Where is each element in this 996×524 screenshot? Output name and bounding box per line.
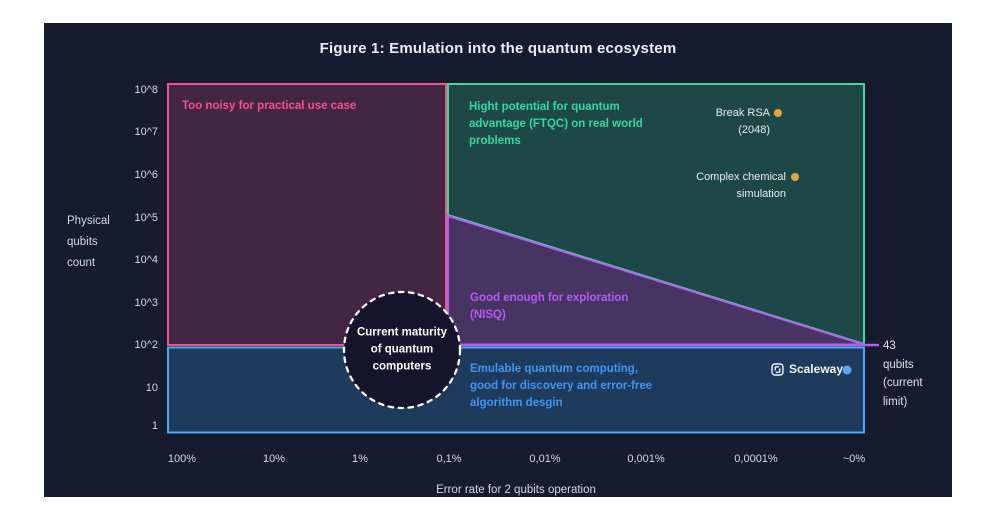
y-axis-title-line: Physical xyxy=(67,215,110,227)
x-tick-label: 10% xyxy=(262,453,286,465)
y-axis-title-line: count xyxy=(67,257,96,269)
marker-label-line: Complex chemical xyxy=(696,171,786,183)
y-tick-label: 10^3 xyxy=(134,297,158,309)
x-tick-label: 100% xyxy=(167,453,197,465)
region-label-ftqc: Hight potential for quantum advantage (F… xyxy=(469,99,643,150)
break-rsa-dot xyxy=(774,109,782,117)
figure-card: Figure 1: Emulation into the quantum eco… xyxy=(44,23,952,497)
region-label-too-noisy: Too noisy for practical use case xyxy=(182,100,357,112)
limit-line: qubits xyxy=(883,358,914,371)
x-axis-title: Error rate for 2 qubits operation xyxy=(436,484,596,496)
region-label-line: Hight potential for quantum xyxy=(469,101,620,113)
limit-line: (current xyxy=(883,377,923,389)
figure-title: Figure 1: Emulation into the quantum eco… xyxy=(319,40,677,57)
region-label-emulable: Emulable quantum computing, good for dis… xyxy=(470,361,652,412)
break-rsa-label: Break RSA (2048) xyxy=(716,105,770,139)
y-tick-label: 10^2 xyxy=(134,339,158,351)
scaleway-logo-icon xyxy=(771,362,784,376)
marker-label-line: Break RSA xyxy=(715,107,770,119)
region-label-nisq: Good enough for exploration (NISQ) xyxy=(470,290,628,324)
x-tick-label: 0,001% xyxy=(627,453,665,465)
region-label-line: good for discovery and error-free xyxy=(470,380,653,392)
y-tick-label: 10^5 xyxy=(134,212,158,224)
complex-chemical-label: Complex chemical simulation xyxy=(696,169,786,203)
region-label-line: advantage (FTQC) on real world xyxy=(469,118,643,130)
scaleway-dot xyxy=(842,365,852,375)
region-label-line: Good enough for exploration xyxy=(470,292,629,304)
x-tick-label: ~0% xyxy=(842,453,866,465)
y-tick-label: 10^4 xyxy=(134,254,158,266)
region-label-line: Emulable quantum computing, xyxy=(470,363,639,375)
limit-line: limit) xyxy=(883,395,908,408)
current-limit-callout: 43 qubits (current limit) xyxy=(883,337,923,411)
region-label-line: problems xyxy=(469,135,521,147)
y-axis-title: Physical qubits count xyxy=(67,211,110,274)
scaleway-label-text: Scaleway xyxy=(788,362,843,376)
y-tick-label: 10^6 xyxy=(134,169,158,181)
maturity-line: Current maturity xyxy=(356,326,448,339)
y-tick-label: 1 xyxy=(151,420,158,432)
x-tick-label: 0,01% xyxy=(529,453,561,465)
region-label-line: (NISQ) xyxy=(470,309,506,321)
x-tick-label: 0,1% xyxy=(436,453,462,465)
plot-area xyxy=(167,83,879,434)
maturity-annotation: Current maturity of quantum computers xyxy=(337,325,467,376)
scaleway-label: Scaleway xyxy=(771,362,843,376)
maturity-circle xyxy=(342,290,462,410)
region-label-line: algorithm desgin xyxy=(470,397,563,409)
region-emulable xyxy=(167,346,865,434)
complex-chemical-dot xyxy=(791,173,799,181)
y-tick-label: 10^7 xyxy=(134,126,158,138)
marker-label-line: simulation xyxy=(736,188,786,200)
y-tick-label: 10^8 xyxy=(134,84,158,96)
y-axis-title-line: qubits xyxy=(67,236,98,248)
x-tick-label: 1% xyxy=(352,453,368,465)
maturity-line: of quantum xyxy=(370,343,434,356)
y-tick-label: 10 xyxy=(145,382,158,394)
maturity-line: computers xyxy=(372,360,432,373)
x-tick-label: 0,0001% xyxy=(734,453,778,465)
limit-line: 43 xyxy=(883,340,896,352)
marker-label-line: (2048) xyxy=(738,124,770,136)
